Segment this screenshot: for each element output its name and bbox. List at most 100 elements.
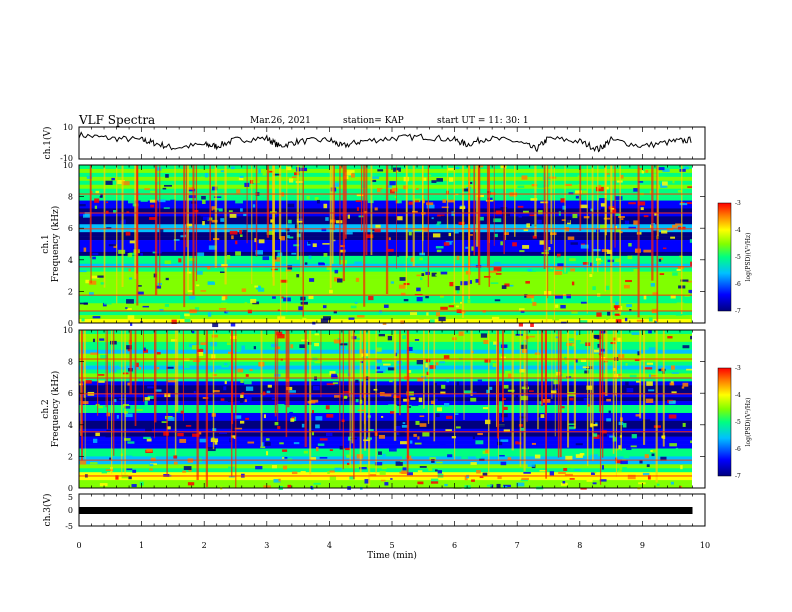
spectrogram-speckle (622, 467, 627, 472)
spectrogram-speckle (98, 406, 103, 409)
spectrogram-speckle (504, 370, 511, 376)
spectrogram-speckle (187, 290, 194, 293)
spectrogram-speckle (92, 316, 101, 319)
spectrogram-speckle (661, 181, 668, 186)
spectrogram-sferic (105, 330, 107, 408)
spectrogram-speckle (498, 401, 504, 406)
spectrogram-speckle (118, 398, 127, 401)
spectrogram-speckle (307, 241, 311, 244)
spectrogram-sferic (463, 330, 465, 420)
spectrogram-speckle (91, 275, 100, 279)
spectrogram-speckle (138, 367, 141, 370)
spectrogram-speckle (287, 484, 292, 488)
spectrogram-speckle (625, 363, 628, 366)
spectrogram-speckle (260, 446, 266, 449)
spectrogram-speckle (493, 218, 502, 223)
spectrogram-speckle (334, 395, 341, 398)
spectrogram-speckle (436, 461, 443, 464)
spectrogram-speckle (580, 301, 587, 304)
spectrogram-speckle (622, 423, 627, 428)
spectrogram-speckle (646, 464, 650, 468)
spectrogram-speckle (105, 435, 112, 438)
spectrogram-speckle (601, 465, 604, 470)
spectrogram-speckle (479, 216, 484, 221)
spectrogram-speckle (347, 214, 350, 219)
spectrogram-band (79, 401, 692, 406)
spectrogram-speckle (212, 322, 219, 328)
spectrogram-speckle (189, 258, 196, 261)
spectrogram-speckle (224, 380, 227, 385)
spectrogram-sferic (183, 165, 186, 308)
spectrogram-speckle (166, 417, 175, 421)
spectrogram-speckle (515, 333, 523, 336)
spectrogram-sferic (370, 165, 373, 256)
spectrogram-sferic (586, 330, 589, 467)
spectrogram-speckle (266, 390, 271, 394)
spectrogram-sferic (599, 330, 602, 485)
spectrogram-sferic (196, 330, 199, 481)
spectrogram-speckle (461, 456, 469, 460)
spectrogram-speckle (149, 199, 157, 203)
spectrogram-speckle (207, 281, 215, 285)
spectrogram-speckle (523, 472, 531, 474)
frequency-ticklabel: 4 (68, 421, 73, 430)
spectrogram-speckle (200, 176, 204, 179)
spectrogram-speckle (397, 252, 400, 257)
spectrogram-speckle (228, 284, 236, 287)
spectrogram-sferic (136, 165, 139, 306)
spectrogram-speckle (518, 439, 526, 443)
spectrogram-speckle (636, 319, 644, 322)
spectrogram-speckle (245, 386, 254, 391)
spectrogram-sferic (363, 330, 365, 399)
ch1-colorbar-gradient (717, 202, 732, 312)
spectrogram-sferic (174, 330, 177, 456)
spectrogram-sferic (643, 330, 646, 445)
spectrogram-speckle (530, 198, 538, 201)
spectrogram-speckle (378, 333, 385, 337)
spectrogram-speckle (270, 219, 274, 223)
spectrogram-speckle (629, 417, 638, 419)
spectrogram-speckle (446, 415, 453, 420)
spectrogram-speckle (261, 442, 264, 447)
spectrogram-speckle (122, 404, 129, 408)
spectrogram-speckle (451, 436, 456, 439)
spectrogram-speckle (325, 217, 329, 221)
spectrogram-speckle (414, 200, 420, 203)
spectrogram-speckle (429, 365, 436, 369)
spectrogram-band (79, 405, 692, 410)
spectrogram-speckle (355, 200, 361, 202)
spectrogram-speckle (182, 470, 187, 473)
spectrogram-sferic (544, 330, 547, 415)
spectrogram-speckle (389, 379, 393, 383)
spectrogram-speckle (220, 170, 225, 173)
spectrogram-sferic (514, 165, 516, 237)
spectrogram-speckle (433, 383, 437, 386)
spectrogram-speckle (221, 302, 228, 305)
spectrogram-speckle (357, 315, 365, 318)
spectrogram-sferic (468, 165, 471, 299)
spectrogram-speckle (376, 366, 381, 370)
spectrogram-speckle (689, 239, 694, 243)
spectrogram-band (79, 212, 692, 217)
spectrogram-sferic (519, 330, 522, 467)
spectrogram-speckle (664, 440, 668, 445)
spectrogram-band (79, 311, 692, 316)
spectrogram-speckle (227, 255, 231, 260)
spectrogram-speckle (627, 255, 633, 260)
spectrogram-speckle (200, 342, 207, 346)
spectrogram-sferic (657, 165, 659, 237)
spectrogram-speckle (415, 188, 419, 190)
spectrogram-speckle (224, 363, 228, 366)
spectrogram-speckle (331, 373, 337, 377)
spectrogram-speckle (519, 416, 526, 419)
spectrogram-speckle (500, 439, 509, 442)
spectrogram-speckle (614, 213, 621, 216)
spectrogram-speckle (237, 368, 244, 373)
spectrogram-speckle (566, 294, 571, 299)
spectrogram-line (79, 358, 692, 360)
spectrogram-sferic (610, 165, 613, 320)
ch1-spectrogram-panel: 0 2 4 6 8 10 ch.1 Frequency (kHz) -3 -4 -5 -6 -7 … (41, 161, 752, 328)
spectrogram-speckle (615, 459, 623, 464)
spectrogram-speckle (271, 397, 275, 400)
